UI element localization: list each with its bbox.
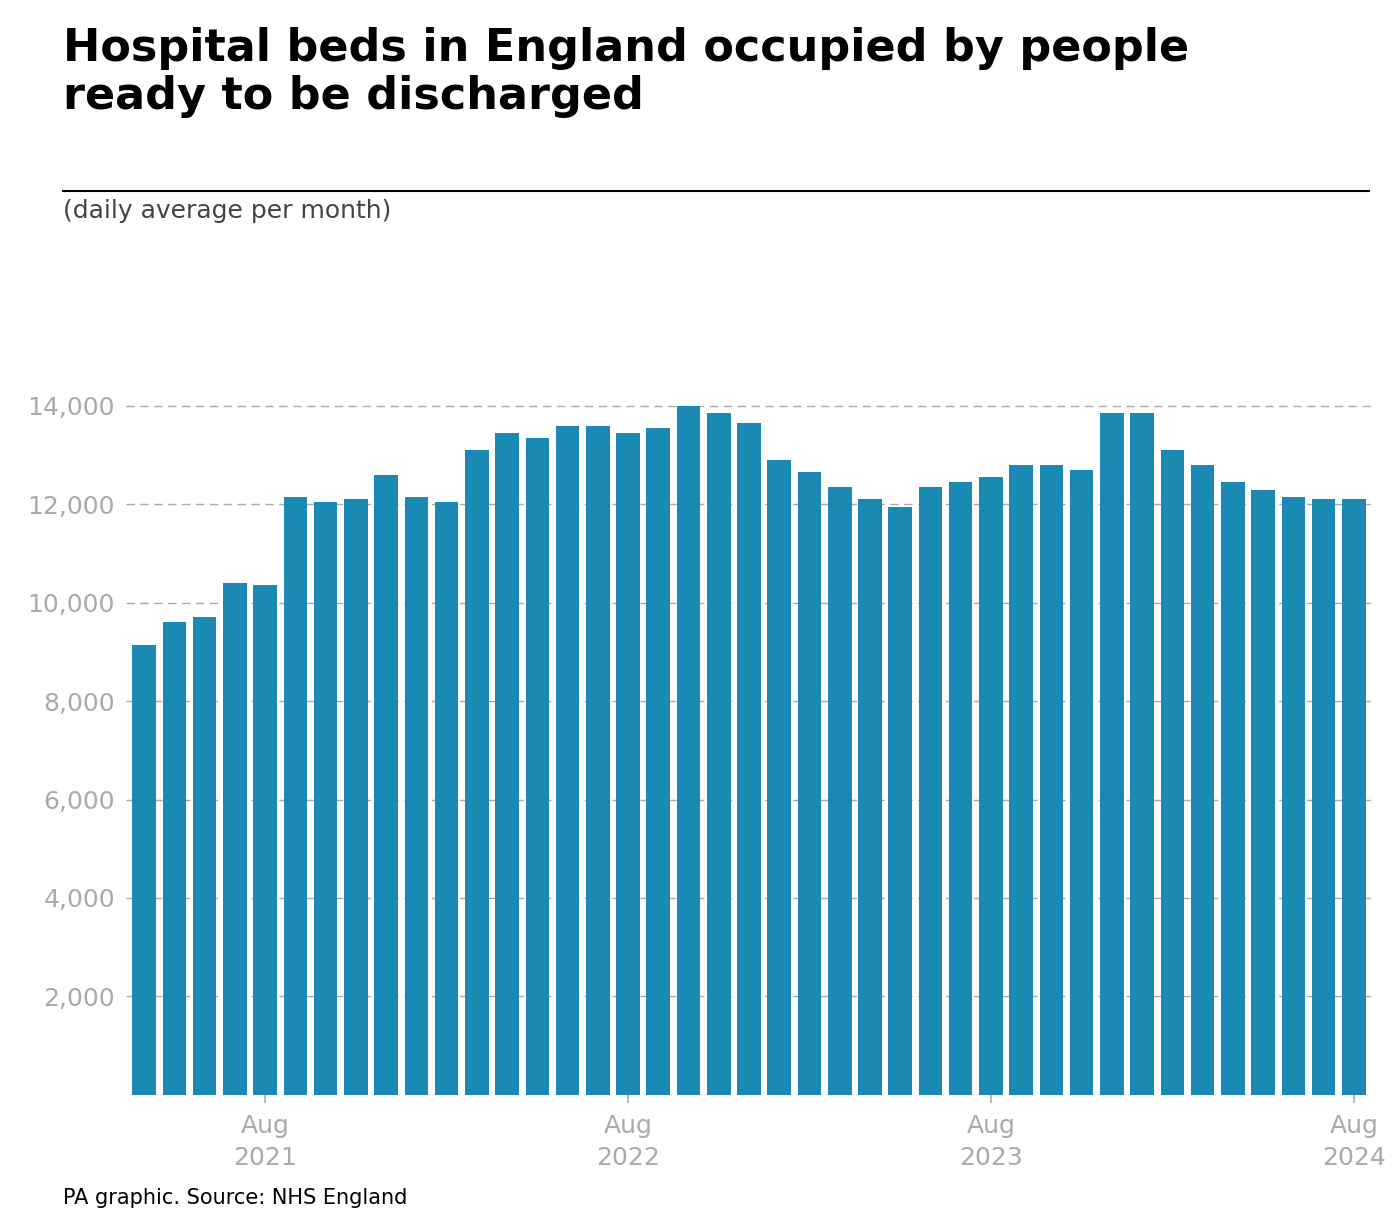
Bar (314, 502, 337, 1095)
Text: (daily average per month): (daily average per month) (63, 199, 392, 224)
Bar (556, 426, 580, 1095)
Bar (738, 423, 760, 1095)
Bar (889, 507, 911, 1095)
Bar (405, 497, 428, 1095)
Bar (1040, 465, 1063, 1095)
Bar (798, 472, 822, 1095)
Bar (827, 487, 851, 1095)
Bar (496, 433, 519, 1095)
Bar (1009, 465, 1033, 1095)
Bar (1191, 465, 1214, 1095)
Bar (1070, 470, 1093, 1095)
Bar (1161, 450, 1184, 1095)
Bar (465, 450, 489, 1095)
Bar (223, 583, 246, 1095)
Bar (1343, 499, 1365, 1095)
Bar (374, 475, 398, 1095)
Bar (647, 428, 671, 1095)
Bar (918, 487, 942, 1095)
Bar (435, 502, 458, 1095)
Bar (1312, 499, 1336, 1095)
Text: Hospital beds in England occupied by people
ready to be discharged: Hospital beds in England occupied by peo… (63, 27, 1189, 118)
Bar (193, 617, 217, 1095)
Bar (253, 585, 277, 1095)
Bar (767, 460, 791, 1095)
Bar (1100, 413, 1124, 1095)
Bar (707, 413, 731, 1095)
Bar (162, 622, 186, 1095)
Bar (1130, 413, 1154, 1095)
Bar (587, 426, 609, 1095)
Bar (979, 477, 1002, 1095)
Bar (949, 482, 973, 1095)
Bar (858, 499, 882, 1095)
Bar (1281, 497, 1305, 1095)
Bar (525, 438, 549, 1095)
Bar (676, 406, 700, 1095)
Text: PA graphic. Source: NHS England: PA graphic. Source: NHS England (63, 1188, 407, 1208)
Bar (1252, 490, 1275, 1095)
Bar (133, 645, 155, 1095)
Bar (344, 499, 368, 1095)
Bar (616, 433, 640, 1095)
Bar (284, 497, 307, 1095)
Bar (1221, 482, 1245, 1095)
